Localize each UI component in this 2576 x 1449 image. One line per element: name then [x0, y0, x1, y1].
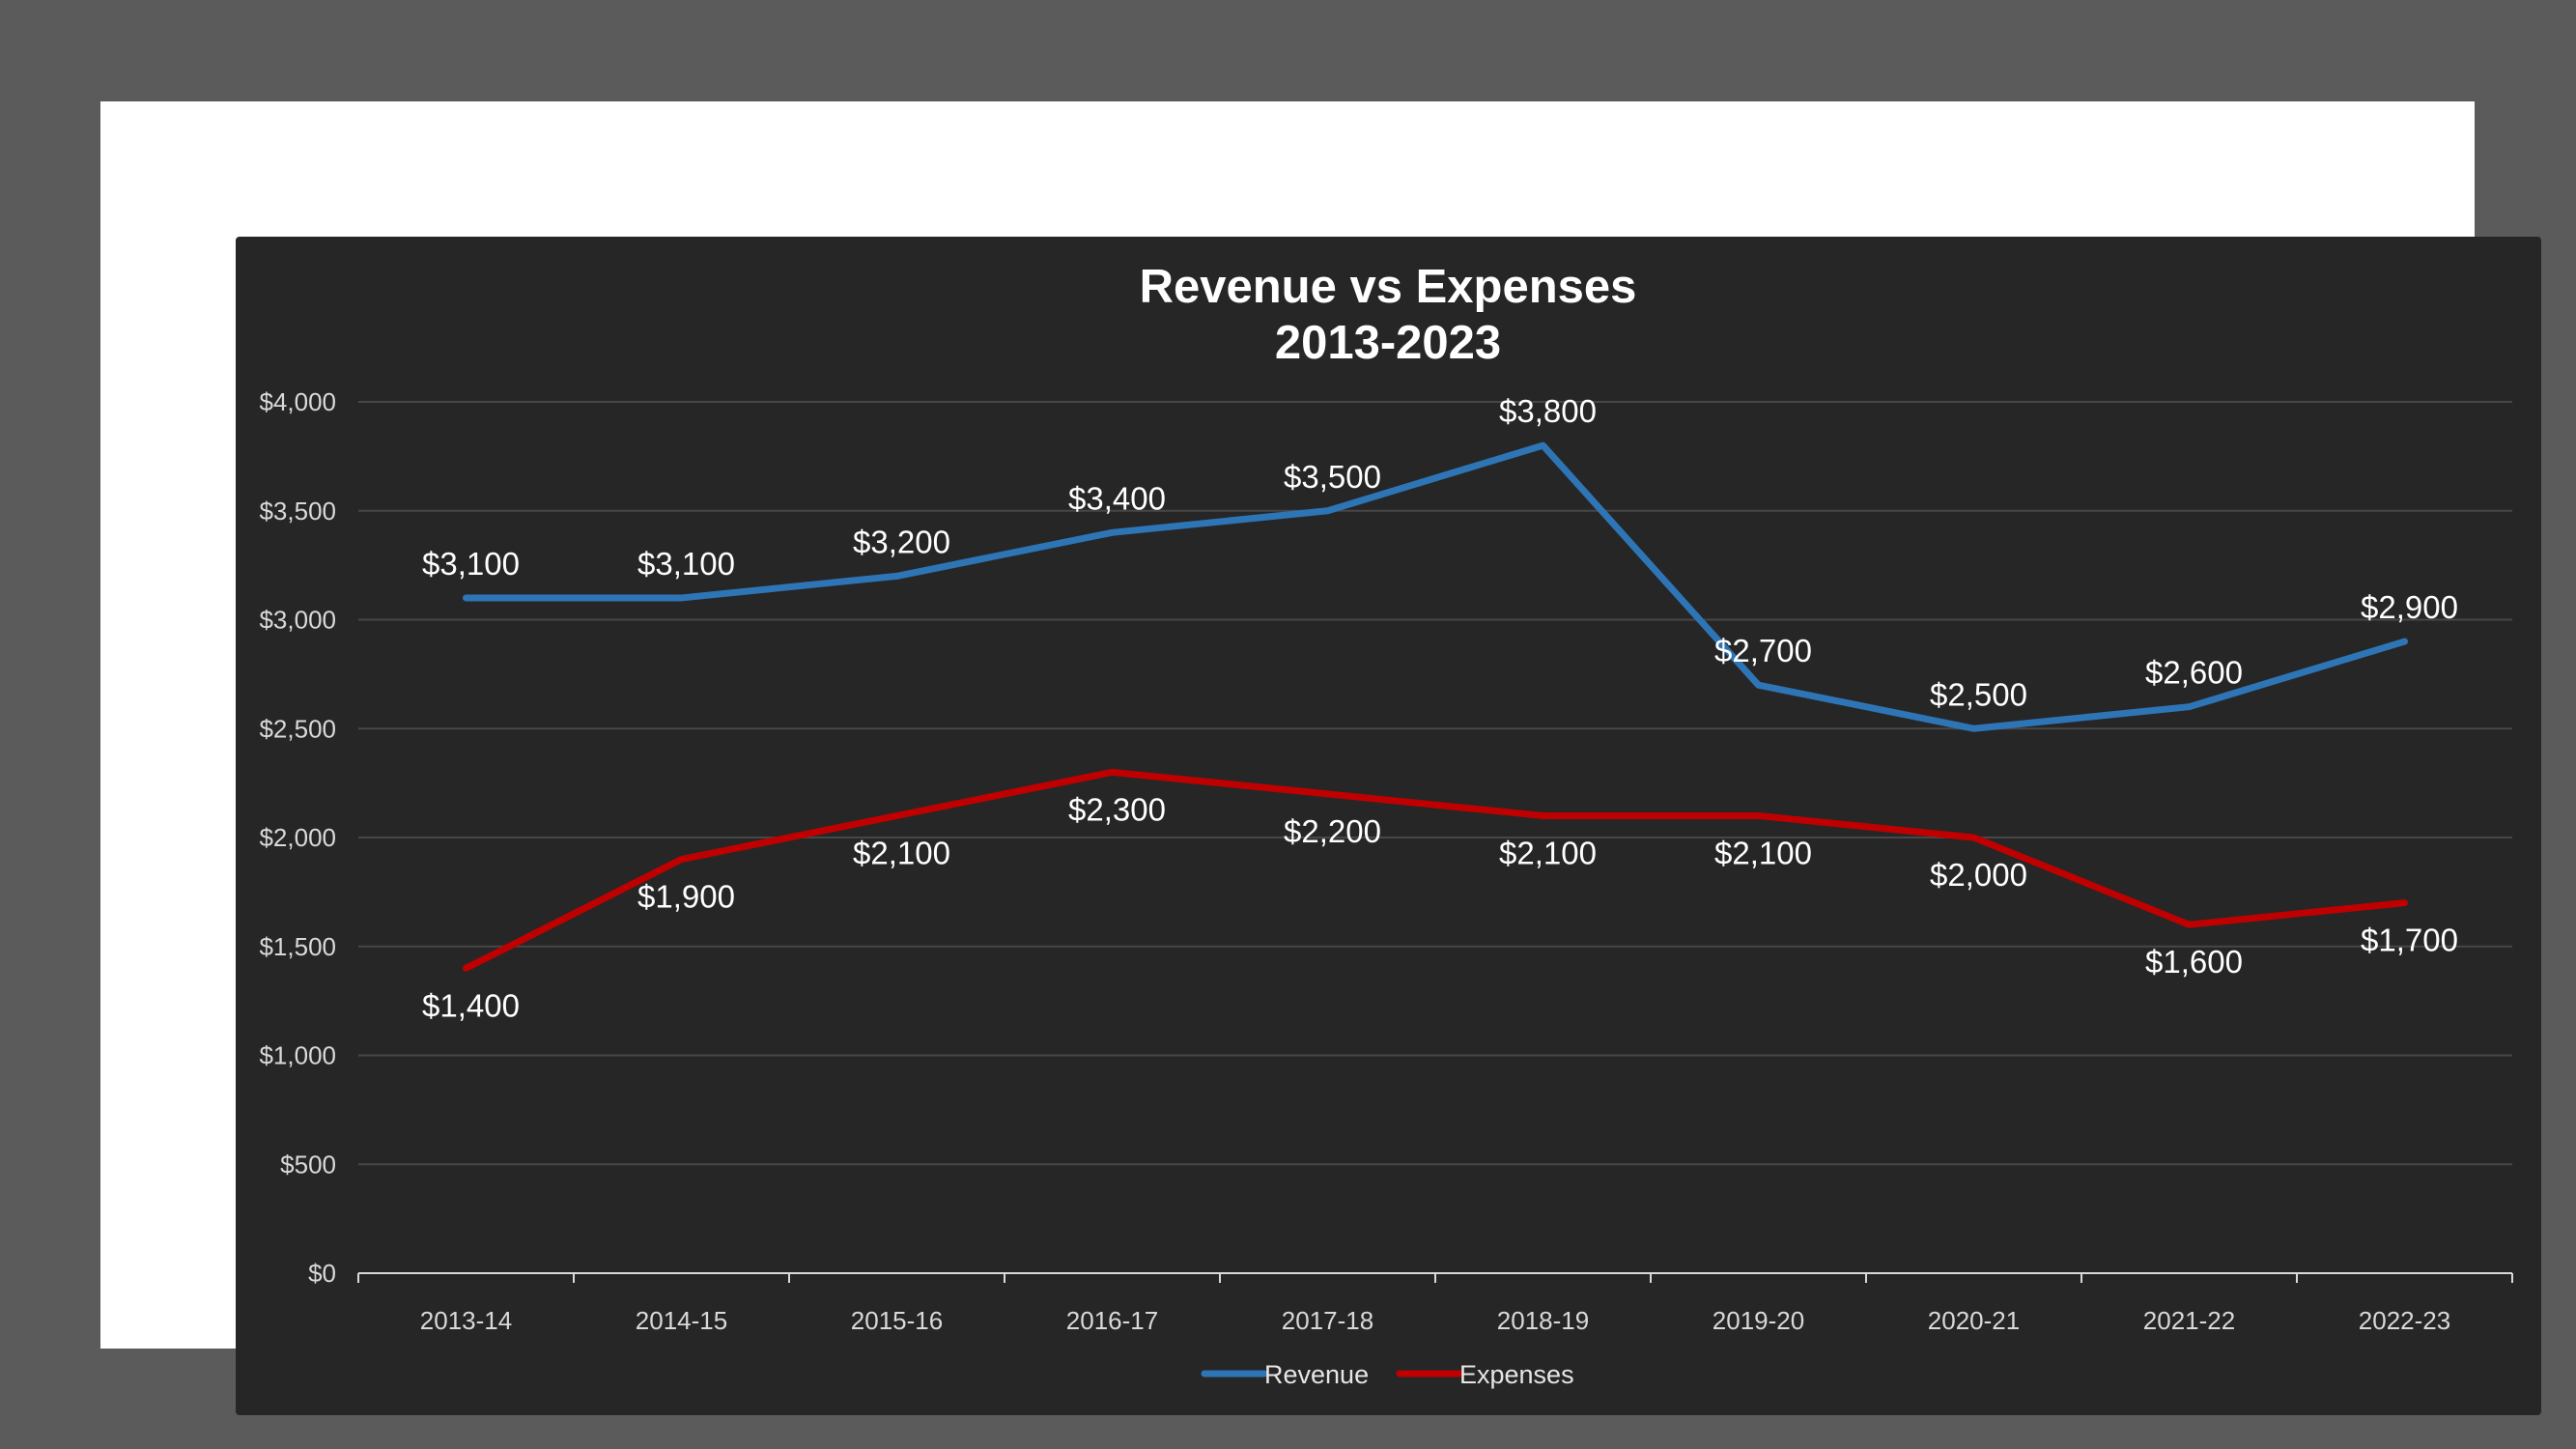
- chart-frame: Revenue vs Expenses 2013-2023 $0 $500 $1,0…: [100, 101, 2541, 1415]
- legend-label-expenses: Expenses: [1459, 1360, 1574, 1389]
- data-label-revenue: $2,900: [2361, 589, 2458, 625]
- data-label-revenue: $3,200: [853, 524, 950, 559]
- y-tick-label: $1,500: [259, 932, 336, 961]
- data-label-expenses: $1,700: [2361, 923, 2458, 958]
- data-label-revenue: $3,500: [1284, 459, 1381, 495]
- y-tick-label: $4,000: [259, 387, 336, 416]
- data-label-expenses: $2,000: [1930, 857, 2027, 893]
- series-line-revenue: [463, 441, 2408, 732]
- gridlines: [358, 401, 2512, 1166]
- y-tick-label: $1,000: [259, 1041, 336, 1070]
- series-line-expenses: [463, 768, 2408, 972]
- series-lines: [463, 441, 2408, 972]
- x-tick-label: 2019-20: [1713, 1306, 1804, 1335]
- x-tick-label: 2020-21: [1928, 1306, 2020, 1335]
- x-tick-label: 2017-18: [1282, 1306, 1373, 1335]
- data-label-revenue: $3,100: [637, 546, 735, 582]
- y-tick-label: $3,500: [259, 497, 336, 526]
- axes: $0 $500 $1,000 $1,500 $2,000 $2,500 $3,000 $3,5…: [259, 387, 2513, 1335]
- data-label-expenses: $2,100: [1714, 835, 1812, 870]
- data-label-expenses: $2,100: [1499, 835, 1597, 870]
- data-label-revenue: $3,100: [422, 546, 520, 582]
- y-tick-label: $3,000: [259, 606, 336, 635]
- data-label-expenses: $1,400: [422, 987, 520, 1023]
- x-tick-label: 2022-23: [2359, 1306, 2450, 1335]
- data-label-expenses: $2,100: [853, 835, 950, 870]
- x-tick-label: 2014-15: [636, 1306, 727, 1335]
- legend: Revenue Expenses: [1201, 1360, 1574, 1389]
- chart-subtitle: 2013-2023: [1275, 317, 1501, 369]
- data-label-revenue: $2,500: [1930, 676, 2027, 712]
- data-label-revenue: $2,700: [1714, 633, 1812, 668]
- y-tick-label: $500: [280, 1150, 336, 1179]
- x-tick-label: 2015-16: [851, 1306, 943, 1335]
- data-label-revenue: $3,400: [1068, 480, 1166, 516]
- data-label-expenses: $1,600: [2145, 944, 2243, 980]
- line-chart: Revenue vs Expenses 2013-2023 $0 $500 $1,0…: [259, 261, 2513, 1389]
- x-tick-label: 2021-22: [2143, 1306, 2235, 1335]
- chart-area: Revenue vs Expenses 2013-2023 $0 $500 $1,0…: [236, 237, 2541, 1415]
- y-tick-label: $2,500: [259, 714, 336, 743]
- x-tick-label: 2018-19: [1497, 1306, 1589, 1335]
- data-label-expenses: $2,200: [1284, 813, 1381, 849]
- chart-title: Revenue vs Expenses: [1140, 261, 1637, 313]
- y-tick-label: $2,000: [259, 823, 336, 852]
- data-label-revenue: $2,600: [2145, 655, 2243, 691]
- x-tick-label: 2016-17: [1066, 1306, 1158, 1335]
- data-label-expenses: $2,300: [1068, 791, 1166, 827]
- data-labels: $3,100 $3,100 $3,200 $3,400 $3,500 $3,800 $2,7…: [422, 393, 2458, 1023]
- y-tick-label: $0: [308, 1259, 336, 1288]
- legend-label-revenue: Revenue: [1264, 1360, 1369, 1389]
- data-label-expenses: $1,900: [637, 879, 735, 915]
- data-label-revenue: $3,800: [1499, 393, 1597, 429]
- x-tick-label: 2013-14: [420, 1306, 512, 1335]
